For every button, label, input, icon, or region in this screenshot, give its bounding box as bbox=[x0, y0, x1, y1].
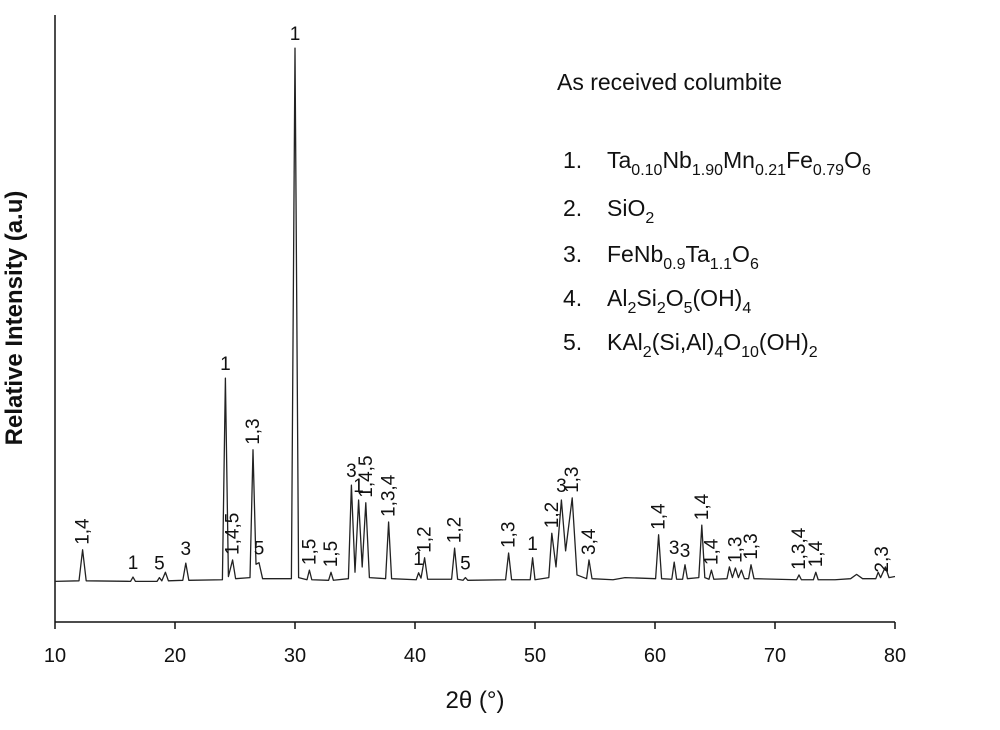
peak-label: 1,4 bbox=[692, 493, 713, 520]
peak-label: 3 bbox=[346, 461, 357, 482]
peak-label: 1,4 bbox=[73, 518, 94, 545]
formula-part: (OH) bbox=[759, 329, 809, 355]
peak-label: 1 bbox=[353, 476, 364, 497]
x-tick-label: 20 bbox=[164, 645, 186, 667]
x-tick-label: 30 bbox=[284, 645, 306, 667]
formula-part: Si bbox=[636, 285, 656, 311]
formula-part: (Si,Al) bbox=[652, 329, 715, 355]
peak-label: 3 bbox=[669, 538, 680, 559]
subscript: 4 bbox=[714, 344, 723, 361]
peak-label: 1,5 bbox=[299, 539, 320, 565]
subscript: 2 bbox=[809, 344, 818, 361]
subscript: 0.21 bbox=[755, 162, 786, 179]
x-tick-label: 70 bbox=[764, 645, 786, 667]
legend-number: 4. bbox=[563, 285, 582, 311]
formula-part: Ta bbox=[686, 241, 711, 267]
peak-label: 1,5 bbox=[321, 541, 342, 567]
peak-label: 1,3,4 bbox=[379, 474, 400, 517]
formula-part: O bbox=[666, 285, 684, 311]
peak-label: 2,3 bbox=[872, 546, 893, 572]
formula-part: O bbox=[732, 241, 750, 267]
peak-label: 5 bbox=[154, 554, 165, 575]
formula-part: Fe bbox=[786, 147, 813, 173]
subscript: 4 bbox=[742, 300, 751, 317]
legend-formula: Al2Si2O5(OH)4 bbox=[607, 285, 751, 317]
formula-part: Nb bbox=[662, 147, 691, 173]
peak-label: 1,2 bbox=[445, 517, 466, 543]
peak-label: 1,4 bbox=[649, 503, 670, 530]
peak-label: 1,3 bbox=[741, 533, 762, 559]
legend-number: 3. bbox=[563, 241, 582, 267]
peak-label: 1,2 bbox=[542, 502, 563, 528]
formula-part: Al bbox=[607, 285, 627, 311]
formula-part: KAl bbox=[607, 329, 643, 355]
peak-label: 3,4 bbox=[579, 528, 600, 555]
peak-label: 1,2 bbox=[415, 526, 436, 552]
peak-label: 5 bbox=[254, 539, 265, 560]
peak-label: 1 bbox=[290, 24, 301, 45]
peak-label: 1,3 bbox=[725, 537, 746, 563]
peak-label: 5 bbox=[460, 554, 471, 575]
peak-label: 1 bbox=[527, 534, 538, 555]
subscript: 6 bbox=[750, 256, 759, 273]
formula-part: Ta bbox=[607, 147, 632, 173]
peak-label: 1,4 bbox=[701, 538, 722, 565]
x-tick-label: 50 bbox=[524, 645, 546, 667]
subscript: 1.90 bbox=[692, 162, 723, 179]
y-axis-label: Relative Intensity (a.u) bbox=[1, 191, 28, 446]
subscript: 1.1 bbox=[710, 256, 732, 273]
legend-formula: Ta0.10Nb1.90Mn0.21Fe0.79O6 bbox=[607, 147, 871, 179]
x-tick-label: 60 bbox=[644, 645, 666, 667]
subscript: 0.79 bbox=[813, 162, 844, 179]
subscript: 2 bbox=[657, 300, 666, 317]
xrd-trace bbox=[54, 47, 896, 583]
legend-number: 5. bbox=[563, 329, 582, 355]
legend-formula: KAl2(Si,Al)4O10(OH)2 bbox=[607, 329, 818, 361]
peak-label: 3 bbox=[680, 541, 691, 562]
peak-label: 1,3 bbox=[499, 522, 520, 548]
subscript: 6 bbox=[862, 162, 871, 179]
subscript: 2 bbox=[627, 300, 636, 317]
subscript: 0.9 bbox=[663, 256, 685, 273]
x-tick-label: 10 bbox=[44, 645, 66, 667]
legend-formula: FeNb0.9Ta1.1O6 bbox=[607, 241, 759, 273]
subscript: 2 bbox=[645, 210, 654, 227]
x-tick-label: 40 bbox=[404, 645, 426, 667]
legend-number: 1. bbox=[563, 147, 582, 173]
peak-label: 3 bbox=[556, 476, 567, 497]
formula-part: O bbox=[844, 147, 862, 173]
subscript: 10 bbox=[741, 344, 759, 361]
subscript: 0.10 bbox=[631, 162, 662, 179]
subscript: 5 bbox=[684, 300, 693, 317]
peak-label: 1,4,5 bbox=[223, 513, 244, 555]
formula-part: SiO bbox=[607, 195, 645, 221]
peak-label: 1,3,4 bbox=[789, 527, 810, 570]
subscript: 2 bbox=[643, 344, 652, 361]
peak-label: 1 bbox=[413, 549, 424, 570]
formula-part: (OH) bbox=[693, 285, 743, 311]
legend-title: As received columbite bbox=[557, 69, 782, 95]
peak-label: 3 bbox=[181, 539, 192, 560]
peak-label: 1,4 bbox=[806, 540, 827, 567]
formula-part: Mn bbox=[723, 147, 755, 173]
peak-label: 1,3 bbox=[562, 467, 583, 493]
x-tick-label: 80 bbox=[884, 645, 906, 667]
peak-label: 1 bbox=[128, 553, 139, 574]
peak-label: 1 bbox=[220, 354, 231, 375]
legend-number: 2. bbox=[563, 195, 582, 221]
legend-formula: SiO2 bbox=[607, 195, 654, 227]
formula-part: O bbox=[723, 329, 741, 355]
formula-part: FeNb bbox=[607, 241, 663, 267]
peak-label: 1,4,5 bbox=[356, 455, 377, 497]
peak-label: 1,3 bbox=[243, 418, 264, 444]
x-axis-label: 2θ (°) bbox=[446, 687, 505, 714]
